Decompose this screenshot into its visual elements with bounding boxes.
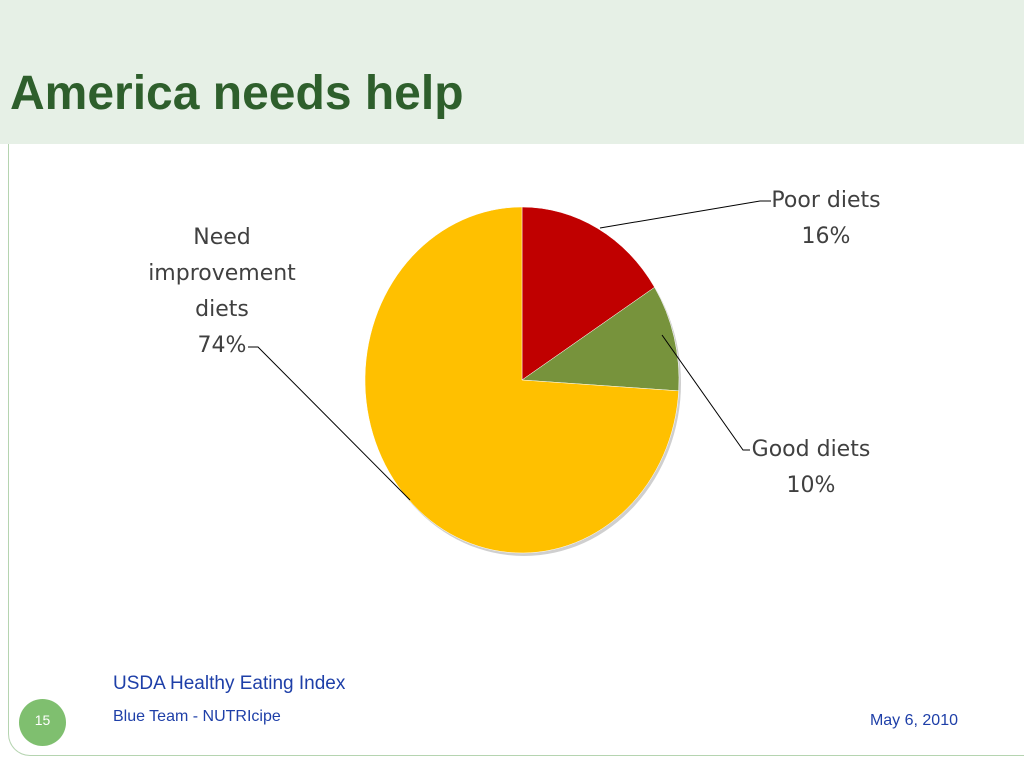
data-label-name: improvement bbox=[148, 261, 296, 286]
content-frame bbox=[8, 144, 1024, 756]
data-label-percent: 74% bbox=[198, 333, 247, 358]
title-band bbox=[0, 0, 1024, 144]
footer-date: May 6, 2010 bbox=[869, 712, 958, 729]
slide-title: America needs help bbox=[10, 67, 464, 120]
leader-line bbox=[661, 334, 750, 451]
footer-team: Blue Team - NUTRIcipe bbox=[113, 708, 281, 725]
data-label-name: Good diets bbox=[752, 437, 871, 462]
data-label-percent: 16% bbox=[802, 224, 851, 249]
pie-slice-poor-diets bbox=[521, 206, 655, 381]
page-number: 15 bbox=[34, 712, 51, 728]
data-label-percent: 10% bbox=[787, 473, 836, 498]
pie-slice-need-improvement-diets bbox=[364, 206, 679, 554]
page-number-circle bbox=[19, 699, 66, 746]
leader-line bbox=[599, 200, 771, 229]
data-label-name: Poor diets bbox=[771, 188, 880, 213]
source-caption: USDA Healthy Eating Index bbox=[113, 673, 346, 694]
pie-slice-good-diets bbox=[521, 286, 680, 392]
data-label-name: diets bbox=[195, 297, 249, 322]
data-label-name: Need bbox=[193, 225, 251, 250]
leader-line bbox=[248, 346, 411, 501]
